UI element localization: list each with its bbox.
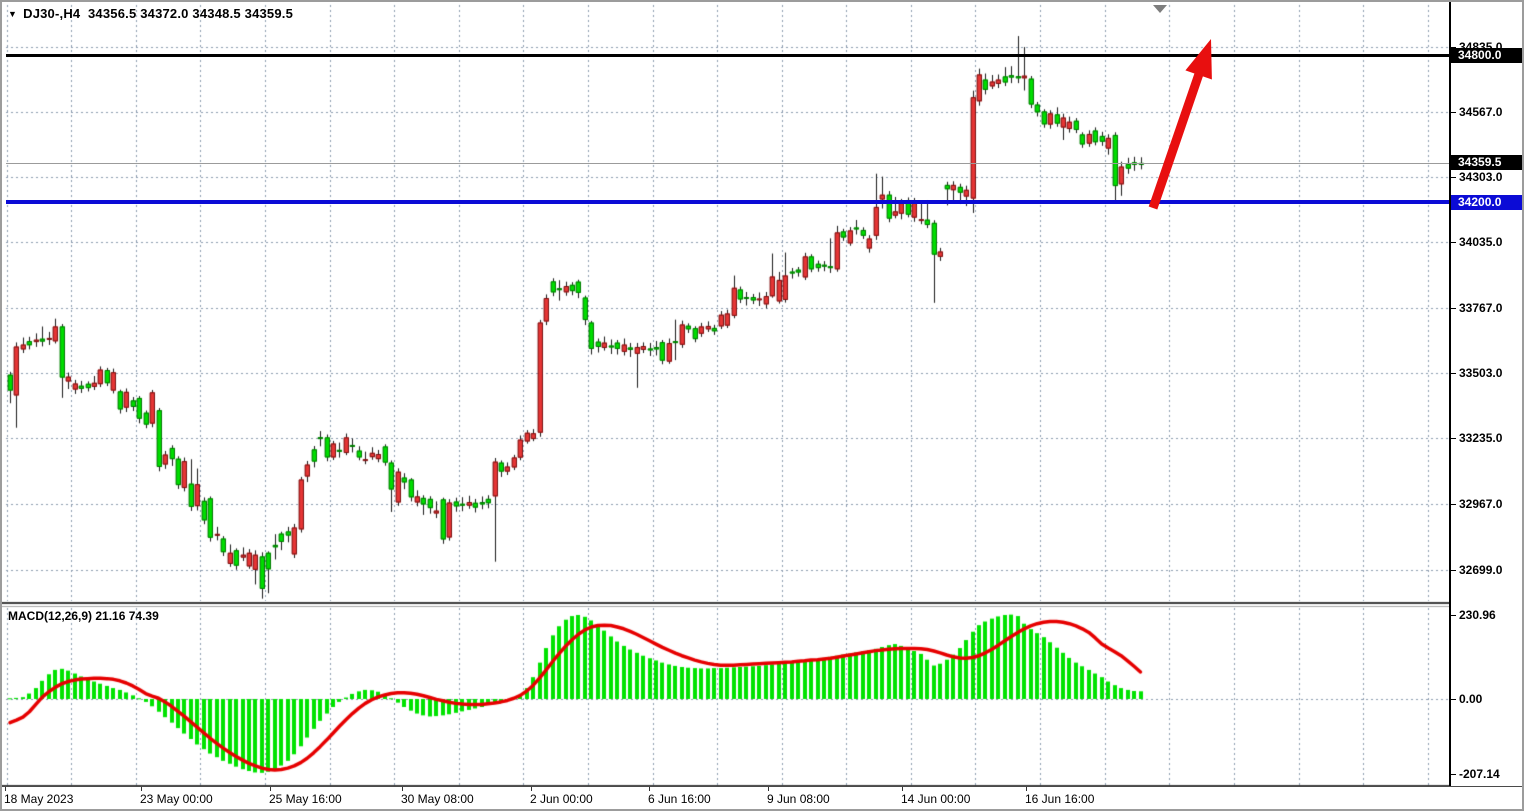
macd-tick-label: 230.96 — [1459, 608, 1496, 622]
close-value: 34359.5 — [244, 6, 294, 21]
chart-title: ▼ DJ30-,H4 34356.5 34372.0 34348.5 34359.… — [8, 6, 293, 21]
price-tick-label-tick — [1451, 373, 1456, 374]
price-tick-label-tick — [1451, 570, 1456, 571]
time-scale-axis[interactable]: 18 May 2023 23 May 00:00 25 May 16:00 30 Ma… — [2, 786, 1522, 809]
resistance-badge: 34800.0 — [1451, 48, 1522, 63]
time-tick-label: 6 Jun 16:00 — [648, 792, 711, 806]
price-tick-label: 32967.0 — [1459, 497, 1503, 511]
price-chart-canvas[interactable] — [2, 2, 1451, 786]
low-value: 34348.5 — [192, 6, 241, 21]
time-tick — [1026, 787, 1027, 791]
time-tick-label: 25 May 16:00 — [269, 792, 342, 806]
macd-tick-label-tick — [1451, 699, 1456, 700]
support-line-34200[interactable] — [6, 200, 1451, 204]
time-tick-label: 14 Jun 00:00 — [901, 792, 971, 806]
time-tick-label: 23 May 00:00 — [140, 792, 213, 806]
macd-indicator-label: MACD(12,26,9) 21.16 74.39 — [8, 609, 159, 623]
chart-shift-marker-icon[interactable] — [1153, 5, 1167, 13]
time-tick-label: 16 Jun 16:00 — [1025, 792, 1095, 806]
price-tick-label-tick — [1451, 177, 1456, 178]
support-badge: 34200.0 — [1451, 195, 1522, 210]
price-tick-label: 34303.0 — [1459, 170, 1503, 184]
macd-tick-label-tick — [1451, 615, 1456, 616]
price-scale-axis[interactable]: 34835.0 34567.0 34303.0 34035.0 33767.0 33503… — [1449, 2, 1522, 786]
last-price-badge: 34359.5 — [1451, 155, 1522, 170]
price-tick-label: 32699.0 — [1459, 563, 1503, 577]
time-tick — [531, 787, 532, 791]
time-tick — [141, 787, 142, 791]
time-tick-label: 9 Jun 08:00 — [767, 792, 830, 806]
time-tick-label: 2 Jun 00:00 — [530, 792, 593, 806]
price-tick-label-tick — [1451, 47, 1456, 48]
time-tick-label: 30 May 08:00 — [401, 792, 474, 806]
time-tick-label: 18 May 2023 — [4, 792, 74, 806]
price-tick-label: 34035.0 — [1459, 235, 1503, 249]
symbol-period-label: DJ30-,H4 — [23, 6, 81, 21]
time-tick — [5, 787, 6, 791]
macd-tick-label-tick — [1451, 774, 1456, 775]
time-tick — [649, 787, 650, 791]
price-tick-label: 33767.0 — [1459, 301, 1503, 315]
price-tick-label-tick — [1451, 112, 1456, 113]
macd-tick-label: 0.00 — [1459, 692, 1483, 706]
time-tick — [402, 787, 403, 791]
collapse-ohlc-icon[interactable]: ▼ — [8, 9, 18, 19]
high-value: 34372.0 — [140, 6, 189, 21]
time-tick — [902, 787, 903, 791]
time-tick — [270, 787, 271, 791]
open-value: 34356.5 — [87, 6, 137, 21]
resistance-line-34800[interactable] — [6, 54, 1451, 57]
price-tick-label-tick — [1451, 242, 1456, 243]
price-tick-label: 33503.0 — [1459, 366, 1503, 380]
current-price-line — [6, 163, 1451, 164]
price-tick-label: 33235.0 — [1459, 431, 1503, 445]
price-tick-label-tick — [1451, 504, 1456, 505]
time-tick — [768, 787, 769, 791]
price-tick-label-tick — [1451, 308, 1456, 309]
price-tick-label-tick — [1451, 438, 1456, 439]
macd-tick-label: -207.14 — [1459, 767, 1500, 781]
price-tick-label: 34567.0 — [1459, 105, 1503, 119]
